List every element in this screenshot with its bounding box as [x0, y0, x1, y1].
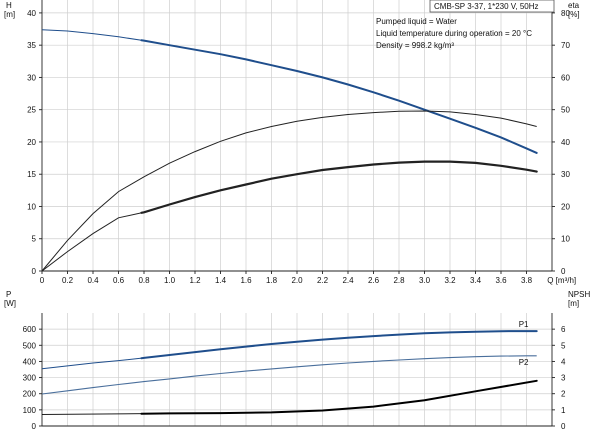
left-axis-title: P [6, 290, 11, 299]
x-axis-unit-label: Q [m³/h] [547, 276, 576, 285]
chart-axes [39, 0, 555, 427]
x-tick-label: 1.0 [164, 276, 176, 285]
right-tick-label: 3 [561, 374, 566, 383]
series-line-operating [140, 379, 538, 415]
left-tick-label: 300 [23, 374, 37, 383]
left-axis-unit: [W] [4, 299, 16, 308]
left-tick-label: 35 [27, 41, 36, 50]
left-tick-label: 10 [27, 202, 36, 211]
left-tick-label: 0 [32, 422, 37, 431]
left-tick-label: 400 [23, 357, 37, 366]
right-tick-label: 6 [561, 325, 566, 334]
series-label-p1: P1 [519, 320, 529, 329]
right-tick-label: 2 [561, 390, 566, 399]
right-axis-unit: [m] [568, 299, 579, 308]
condition-line-1: Pumped liquid = Water [376, 17, 457, 26]
x-tick-label: 3.8 [521, 276, 533, 285]
x-tick-label: 3.2 [444, 276, 456, 285]
left-tick-label: 30 [27, 73, 36, 82]
left-axis-title: H [6, 1, 12, 10]
right-tick-label: 0 [561, 267, 566, 276]
right-tick-label: 60 [561, 73, 570, 82]
title-box-text: CMB-SP 3-37, 1*230 V, 50Hz [434, 2, 539, 11]
left-tick-label: 20 [27, 138, 36, 147]
right-axis-unit: [%] [568, 10, 580, 19]
x-tick-label: 2.2 [317, 276, 329, 285]
right-tick-label: 40 [561, 138, 570, 147]
x-tick-label: 3.6 [495, 276, 507, 285]
left-tick-label: 500 [23, 341, 37, 350]
series-line [41, 161, 537, 272]
series-line-operating [140, 330, 538, 360]
right-axis-title: eta [568, 1, 580, 10]
left-axis-unit: [m] [4, 10, 15, 19]
right-axis-title: NPSH [568, 290, 590, 299]
x-tick-label: 2.6 [368, 276, 380, 285]
left-tick-label: 15 [27, 170, 36, 179]
x-tick-label: 0.2 [62, 276, 74, 285]
x-tick-label: 1.2 [189, 276, 201, 285]
chart-series [41, 29, 538, 415]
left-tick-label: 600 [23, 325, 37, 334]
chart-labels: 051015202530354001020304050607080H[m]eta… [4, 1, 590, 431]
series-line [41, 29, 537, 154]
right-tick-label: 10 [561, 235, 570, 244]
right-tick-label: 20 [561, 202, 570, 211]
x-tick-label: 0.8 [138, 276, 150, 285]
right-tick-label: 1 [561, 406, 566, 415]
left-tick-label: 200 [23, 390, 37, 399]
chart-grid [42, 0, 552, 426]
condition-line-2: Liquid temperature during operation = 20… [376, 29, 532, 38]
series-line-operating [140, 160, 538, 214]
left-tick-label: 0 [32, 267, 37, 276]
title-box-frame [429, 0, 555, 13]
x-tick-label: 3.4 [470, 276, 482, 285]
series-line [41, 380, 537, 415]
series-line [41, 355, 537, 395]
series-line-operating [140, 39, 538, 154]
series-line [41, 330, 537, 370]
info-box: CMB-SP 3-37, 1*230 V, 50Hz Pumped liquid… [376, 0, 555, 50]
left-tick-label: 40 [27, 9, 36, 18]
condition-line-3: Density = 998.2 kg/m³ [376, 41, 454, 50]
x-tick-label: 0.4 [87, 276, 99, 285]
right-tick-label: 0 [561, 422, 566, 431]
x-tick-label: 0 [40, 276, 45, 285]
right-tick-label: 4 [561, 357, 566, 366]
left-tick-label: 100 [23, 406, 37, 415]
left-tick-label: 25 [27, 106, 36, 115]
right-tick-label: 5 [561, 341, 566, 350]
x-tick-label: 3.0 [419, 276, 431, 285]
right-tick-label: 30 [561, 170, 570, 179]
x-tick-label: 0.6 [113, 276, 125, 285]
right-tick-label: 50 [561, 106, 570, 115]
x-tick-label: 2.4 [342, 276, 354, 285]
x-tick-label: 2.8 [393, 276, 405, 285]
series-label-p2: P2 [519, 358, 529, 367]
x-tick-label: 1.6 [240, 276, 252, 285]
right-tick-label: 80 [561, 9, 570, 18]
left-tick-label: 5 [32, 235, 37, 244]
series-line [41, 110, 537, 272]
x-tick-label: 2.0 [291, 276, 303, 285]
x-tick-label: 1.4 [215, 276, 227, 285]
right-tick-label: 70 [561, 41, 570, 50]
x-tick-label: 1.8 [266, 276, 278, 285]
